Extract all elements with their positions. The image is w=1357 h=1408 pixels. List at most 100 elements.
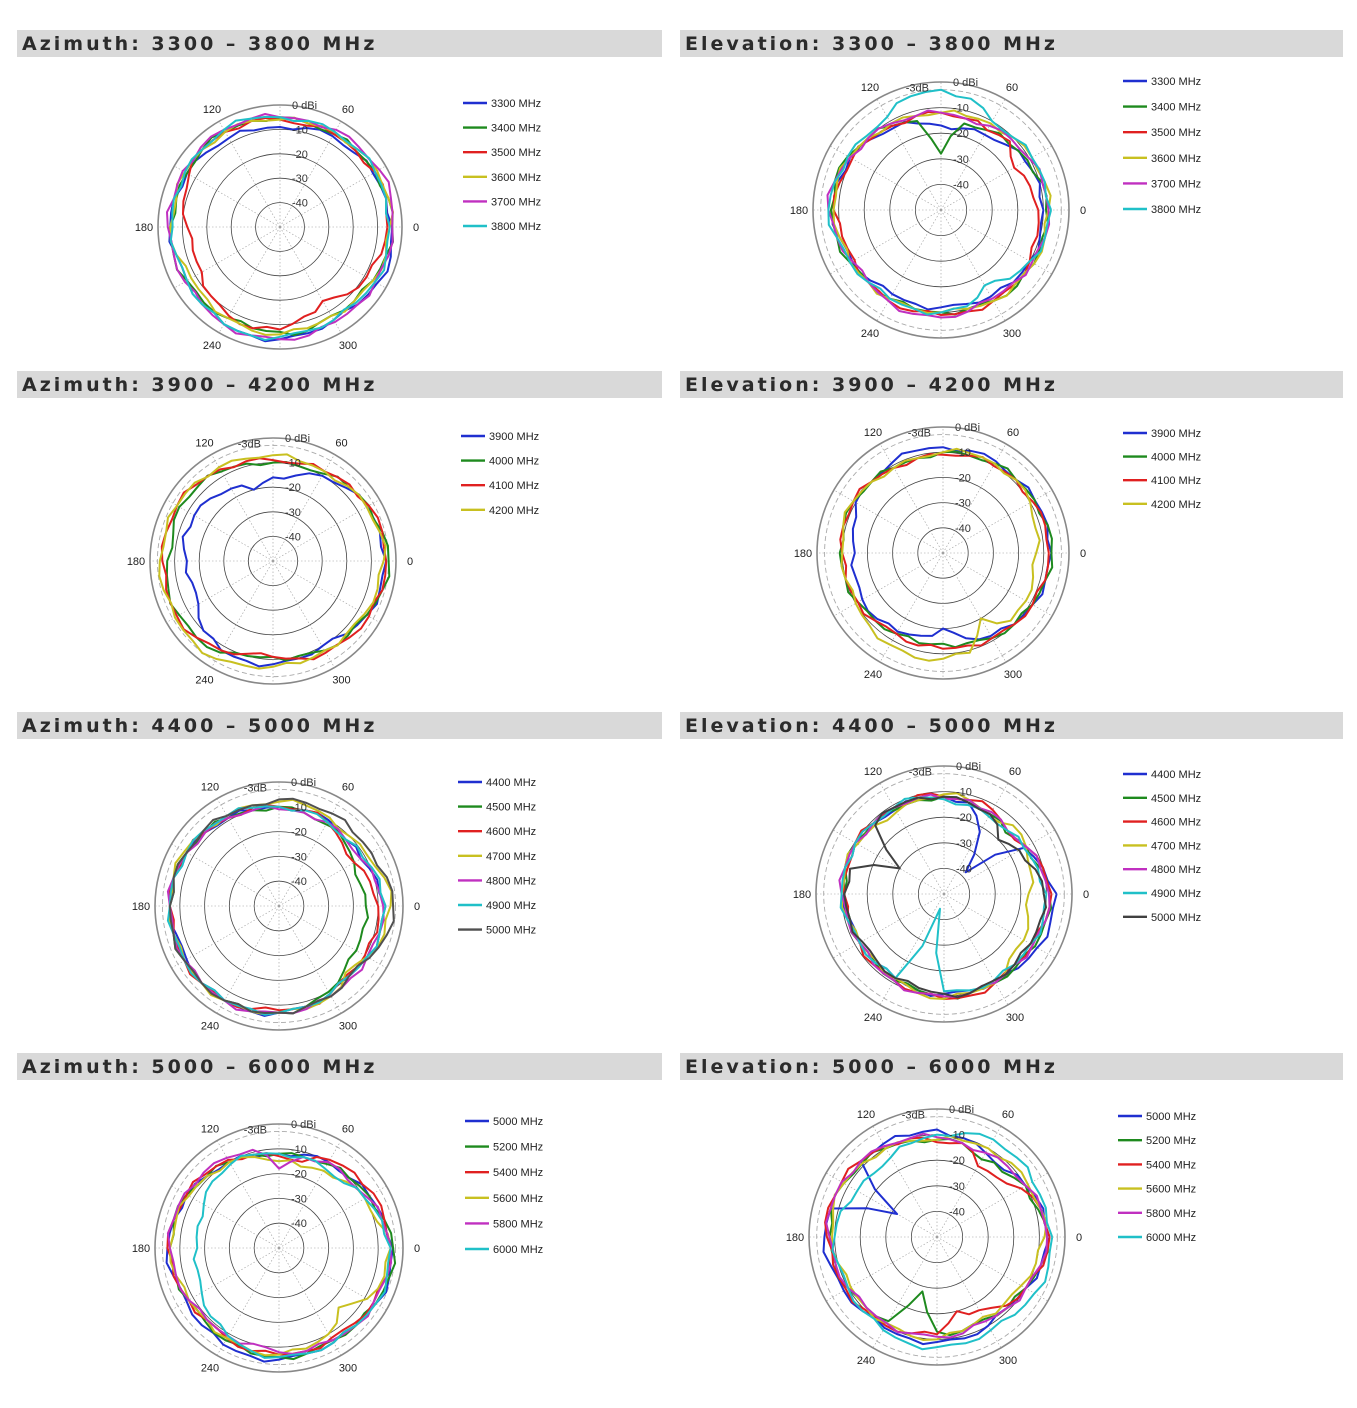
legend-label: 4400 MHz [1151,769,1201,781]
grid-spoke [943,782,1009,895]
angle-tick-label: 240 [864,669,882,681]
grid-spoke [171,905,280,969]
grid-spoke [936,1172,1049,1238]
radial-tick-label: -40 [285,531,301,543]
angle-tick-label: 120 [201,781,219,793]
angle-tick-label: 60 [1002,1109,1014,1121]
angle-tick-label: 120 [857,1109,875,1121]
series-group [166,797,395,1017]
legend-label: 3400 MHz [491,123,541,135]
legend: 3300 MHz 3400 MHz 3500 MHz 3600 MHz 3700 MHz… [1123,76,1201,216]
chart-panel-elevation-3300-3800: Elevation: 3300 – 3800 MHz 0 60 120 180 240 3… [680,30,1343,371]
legend-label: 4500 MHz [486,802,536,814]
polar-chart: 0 60 120 180 240 300 0 dBi -10 -20 -30 -40 -3dB 4400… [17,739,662,1053]
grid-circle [892,842,996,946]
series-line-3300-mhz [168,126,394,343]
polar-chart: 0 60 120 180 240 300 0 dBi -10 -20 -30 -40 -3dB 3900… [680,398,1325,712]
series-line-3600-mhz [832,109,1052,314]
polar-chart: 0 60 120 180 240 300 0 dBi -10 -20 -30 -40 -3dB 3300… [680,57,1325,371]
radial-tick-label: -40 [955,523,971,535]
grid-spoke [166,560,274,623]
legend: 4400 MHz 4500 MHz 4600 MHz 4700 MHz 4800 MHz… [458,777,536,937]
series-line-4200-mhz [158,453,387,670]
radial-tick-label: -20 [955,472,971,484]
ref-circle-label: -3dB [244,782,267,794]
legend-label: 3300 MHz [1151,76,1201,88]
legend-label: 3600 MHz [491,172,541,184]
series-line-5600-mhz [831,1135,1048,1341]
angle-tick-label: 120 [203,104,221,116]
legend-label: 4800 MHz [486,875,536,887]
panel-title: Azimuth: 5000 – 6000 MHz [17,1053,662,1080]
polar-plot-svg: 0 60 120 180 240 300 0 dBi -10 -20 -30 -40 -3dB 3900… [127,431,539,687]
angle-tick-label: 0 [1080,548,1086,560]
legend-label: 5600 MHz [493,1193,543,1205]
polar-grid [812,81,1070,339]
grid-spoke [171,843,280,907]
legend-label: 4000 MHz [489,456,539,468]
grid-spoke [211,560,274,668]
legend-label: 3900 MHz [489,431,539,443]
series-group [838,792,1058,1000]
grid-spoke [832,829,945,895]
angle-tick-label: 180 [135,222,153,234]
grid-spoke [876,98,942,211]
grid-spoke [166,499,274,562]
polar-plot-svg: 0 60 120 180 240 300 0 dBi -10 -20 -30 -40 -3dB 5000… [786,1104,1196,1367]
grid-spoke [279,226,342,333]
angle-tick-label: 120 [201,1123,219,1135]
radial-tick-label: -30 [291,1193,307,1205]
panel-title: Elevation: 4400 – 5000 MHz [680,712,1343,739]
legend-label: 3600 MHz [1151,153,1201,165]
ref-circle-3db [824,434,1062,672]
legend-label: 3400 MHz [1151,102,1201,114]
angle-tick-label: 240 [861,328,879,340]
legend-label: 3300 MHz [491,98,541,110]
legend-label: 3800 MHz [1151,204,1201,216]
grid-circle [859,1159,1015,1315]
radial-tick-label: -30 [285,507,301,519]
angle-tick-label: 0 [414,901,420,913]
angle-tick-label: 300 [332,675,350,687]
angle-tick-label: 0 [413,222,419,234]
grid-spoke [171,1247,280,1311]
grid-spoke [216,1247,280,1356]
legend: 5000 MHz 5200 MHz 5400 MHz 5600 MHz 5800 MHz… [465,1116,543,1256]
angle-tick-label: 0 [1076,1232,1082,1244]
grid-circle [230,177,330,277]
grid-circle [206,153,354,301]
polar-grid [154,1123,404,1373]
radial-tick-label: -30 [953,154,969,166]
angle-tick-label: 0 [1083,889,1089,901]
angle-tick-label: 120 [195,437,213,449]
radial-tick-label: -10 [292,124,308,136]
grid-spoke [940,209,1053,275]
grid-spoke [272,499,380,562]
radial-tick-label: -30 [292,173,308,185]
angle-tick-label: 180 [793,889,811,901]
series-line-5800-mhz [825,1132,1049,1339]
angle-tick-label: 240 [864,1012,882,1024]
legend-label: 6000 MHz [1146,1232,1196,1244]
legend-label: 4900 MHz [486,900,536,912]
grid-spoke [879,893,945,1006]
angle-tick-label: 240 [203,340,221,352]
legend: 3900 MHz 4000 MHz 4100 MHz 4200 MHz [1123,428,1201,511]
legend-label: 3500 MHz [491,147,541,159]
polar-plot-svg: 0 60 120 180 240 300 0 dBi -10 -20 -30 -40 -3dB 4400… [793,761,1201,1024]
angle-tick-label: 0 [407,556,413,568]
angle-tick-label: 300 [1003,328,1021,340]
grid-spoke [278,905,387,969]
radial-tick-label: -10 [291,1144,307,1156]
legend-label: 5000 MHz [493,1116,543,1128]
radial-tick-label: -20 [292,149,308,161]
angle-tick-label: 180 [132,1243,150,1255]
angle-tick-label: 300 [1006,1012,1024,1024]
polar-plot-svg: 0 60 120 180 240 300 0 dBi -10 -20 -30 -40 -3dB 4400… [132,777,536,1033]
radial-tick-label: 0 dBi [955,422,980,434]
grid-spoke [279,165,386,228]
grid-spoke [832,893,945,959]
chart-panel-azimuth-3300-3800: Azimuth: 3300 – 3800 MHz 0 60 120 180 240 300… [17,30,662,371]
legend-label: 5000 MHz [486,925,536,937]
series-line-5800-mhz [166,1148,393,1355]
